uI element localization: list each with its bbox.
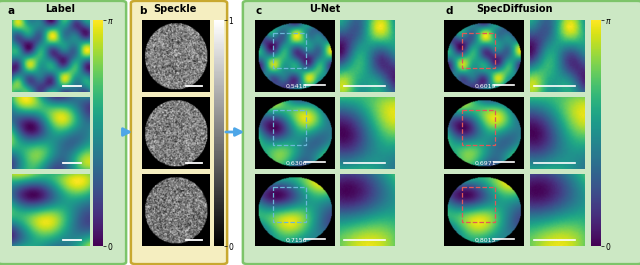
Text: 0.7156: 0.7156 [286,238,307,243]
Bar [273,187,306,222]
Text: b: b [139,6,147,16]
Bar [462,187,495,222]
Text: a: a [7,6,14,16]
Text: 0.6306: 0.6306 [286,161,307,166]
Text: 0.8015: 0.8015 [475,238,496,243]
Text: Speckle: Speckle [153,4,196,14]
Text: SpecDiffusion: SpecDiffusion [476,4,553,14]
Bar [273,33,306,68]
Text: 0.6019: 0.6019 [475,84,497,89]
Text: 0.5418: 0.5418 [286,84,307,89]
Text: U-Net: U-Net [309,4,340,14]
Text: 0.6971: 0.6971 [475,161,497,166]
Text: Label: Label [45,4,75,14]
Text: c: c [256,6,262,16]
Bar [462,110,495,144]
Bar [462,33,495,68]
Bar [273,110,306,144]
Text: d: d [445,6,452,16]
